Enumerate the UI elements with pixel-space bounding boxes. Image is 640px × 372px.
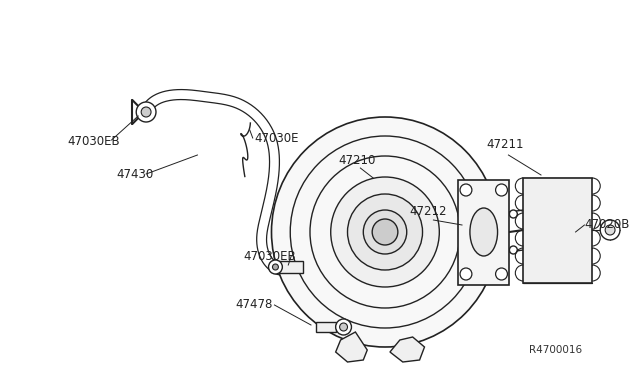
Circle shape (495, 184, 508, 196)
Text: 47030E: 47030E (255, 132, 300, 145)
Circle shape (509, 210, 517, 218)
Text: 47211: 47211 (486, 138, 524, 151)
Ellipse shape (470, 208, 497, 256)
Circle shape (364, 210, 407, 254)
Text: 47478: 47478 (235, 298, 273, 311)
Bar (524, 178, 593, 283)
Text: 47020B: 47020B (584, 218, 630, 231)
Text: 47430: 47430 (116, 168, 154, 181)
Circle shape (348, 194, 422, 270)
Bar (280, 261, 303, 273)
Text: 47030EB: 47030EB (244, 250, 296, 263)
Circle shape (331, 177, 439, 287)
Text: 47030EB: 47030EB (67, 135, 120, 148)
Polygon shape (335, 332, 367, 362)
Circle shape (273, 264, 278, 270)
Circle shape (509, 246, 517, 254)
Circle shape (269, 260, 282, 274)
Circle shape (340, 323, 348, 331)
Circle shape (136, 102, 156, 122)
Circle shape (372, 219, 398, 245)
Circle shape (271, 117, 499, 347)
Circle shape (141, 107, 151, 117)
Polygon shape (390, 337, 424, 362)
Circle shape (460, 268, 472, 280)
Circle shape (495, 268, 508, 280)
Circle shape (605, 225, 615, 235)
Text: 47210: 47210 (339, 154, 376, 167)
Bar (458, 180, 509, 285)
Bar (316, 322, 335, 332)
Circle shape (600, 220, 620, 240)
Circle shape (335, 319, 351, 335)
Text: 47212: 47212 (410, 205, 447, 218)
Circle shape (460, 184, 472, 196)
Text: R4700016: R4700016 (529, 345, 582, 355)
